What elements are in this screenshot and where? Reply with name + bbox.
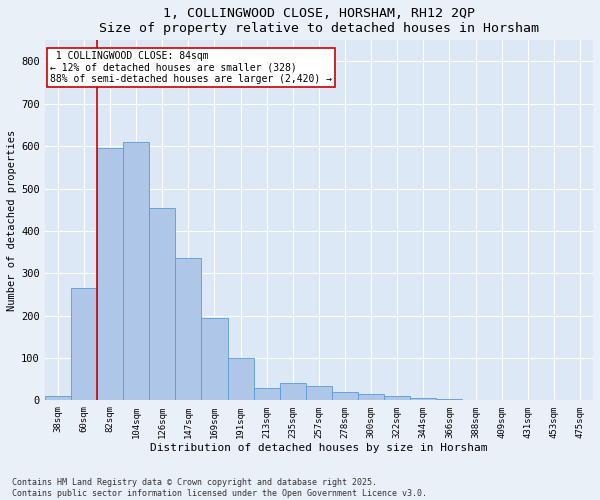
Bar bbox=[123, 142, 149, 401]
Bar bbox=[410, 398, 436, 400]
Title: 1, COLLINGWOOD CLOSE, HORSHAM, RH12 2QP
Size of property relative to detached ho: 1, COLLINGWOOD CLOSE, HORSHAM, RH12 2QP … bbox=[99, 7, 539, 35]
Bar bbox=[436, 399, 463, 400]
Bar bbox=[45, 396, 71, 400]
Bar bbox=[306, 386, 332, 400]
Bar bbox=[280, 384, 306, 400]
Text: Contains HM Land Registry data © Crown copyright and database right 2025.
Contai: Contains HM Land Registry data © Crown c… bbox=[12, 478, 427, 498]
Bar bbox=[202, 318, 227, 400]
Bar bbox=[175, 258, 202, 400]
Text: 1 COLLINGWOOD CLOSE: 84sqm
← 12% of detached houses are smaller (328)
88% of sem: 1 COLLINGWOOD CLOSE: 84sqm ← 12% of deta… bbox=[50, 51, 332, 84]
Bar bbox=[332, 392, 358, 400]
Bar bbox=[358, 394, 384, 400]
Y-axis label: Number of detached properties: Number of detached properties bbox=[7, 130, 17, 311]
Bar bbox=[227, 358, 254, 401]
Bar bbox=[384, 396, 410, 400]
X-axis label: Distribution of detached houses by size in Horsham: Distribution of detached houses by size … bbox=[150, 443, 488, 453]
Bar bbox=[97, 148, 123, 400]
Bar bbox=[254, 388, 280, 400]
Bar bbox=[149, 208, 175, 400]
Bar bbox=[71, 288, 97, 401]
